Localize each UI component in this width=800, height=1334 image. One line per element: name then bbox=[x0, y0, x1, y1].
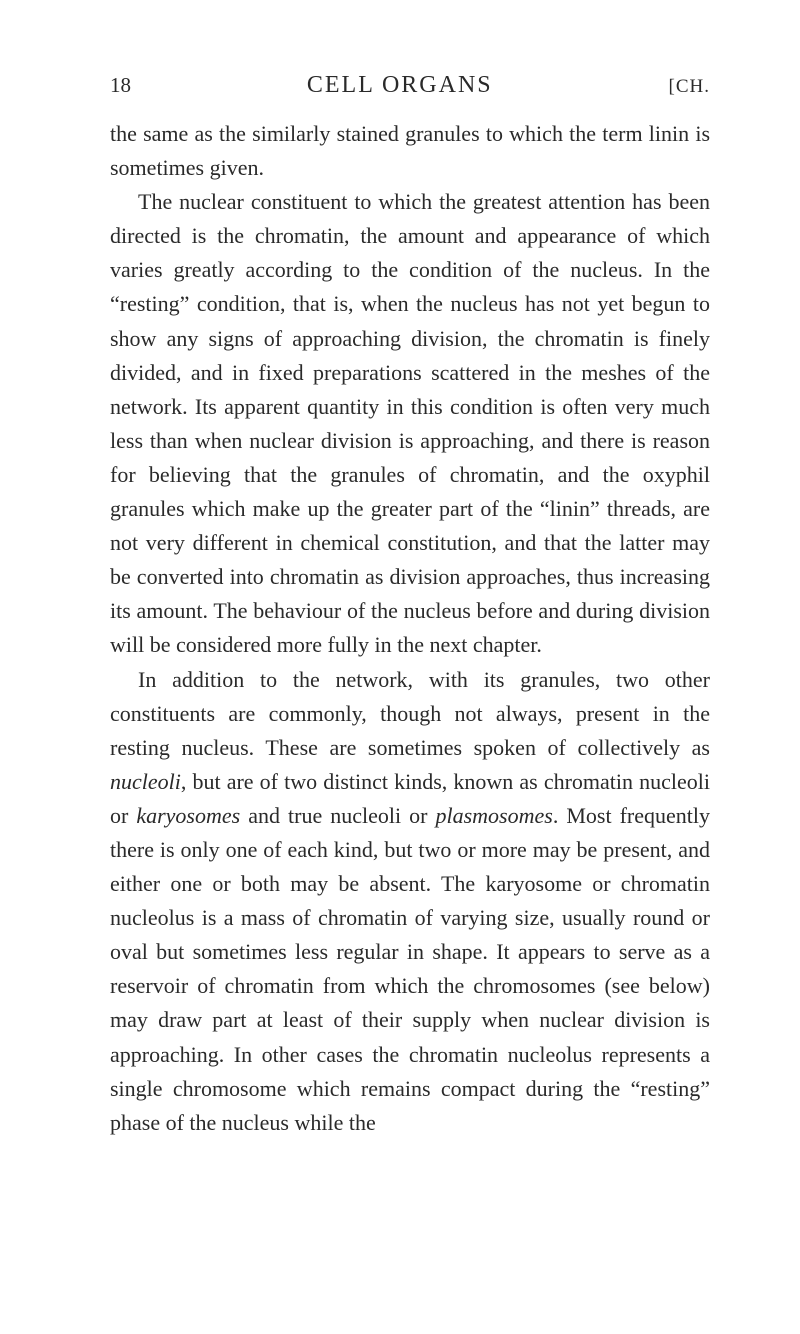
page-header: 18 CELL ORGANS [CH. bbox=[110, 72, 710, 99]
text-span: the same as the similarly stained granul… bbox=[110, 121, 710, 180]
text-span: . Most frequently there is only one of e… bbox=[110, 803, 710, 1135]
paragraph: The nuclear constituent to which the gre… bbox=[110, 185, 710, 662]
italic-term: karyosomes bbox=[136, 803, 240, 828]
chapter-marker: [CH. bbox=[669, 76, 710, 98]
paragraph: In addition to the network, with its gra… bbox=[110, 663, 710, 1140]
italic-term: nucleoli bbox=[110, 769, 181, 794]
page-title: CELL ORGANS bbox=[307, 72, 493, 99]
body-text: the same as the similarly stained granul… bbox=[110, 117, 710, 1140]
text-span: and true nucleoli or bbox=[240, 803, 435, 828]
text-span: The nuclear constituent to which the gre… bbox=[110, 189, 710, 657]
text-span: In addition to the network, with its gra… bbox=[110, 667, 710, 760]
italic-term: plas­mosomes bbox=[435, 803, 552, 828]
page-number: 18 bbox=[110, 73, 131, 98]
paragraph-continuation: the same as the similarly stained granul… bbox=[110, 117, 710, 185]
